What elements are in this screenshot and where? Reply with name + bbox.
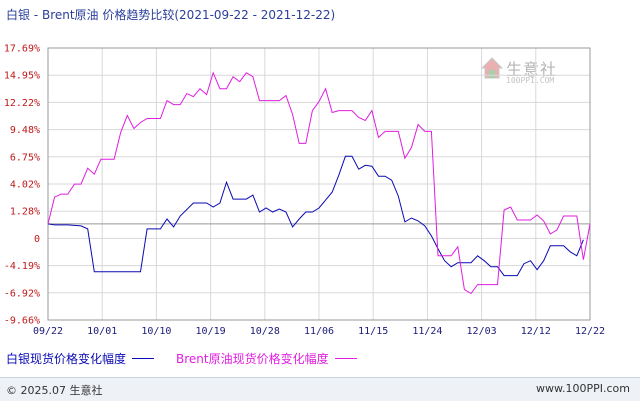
legend-label-silver: 白银现货价格变化幅度 — [6, 352, 127, 366]
grid-layer — [47, 47, 591, 321]
x-tick-label: 12/22 — [575, 326, 605, 337]
footer-site-link[interactable]: www.100PPI.com — [536, 382, 630, 395]
legend-swatch-brent — [334, 358, 357, 359]
house-logo-icon — [480, 57, 504, 79]
x-tick-label: 10/28 — [250, 326, 280, 337]
y-tick-label: -6.92% — [4, 288, 40, 299]
watermark-subtext: 100PPI.COM — [506, 76, 555, 85]
brent-series-line — [47, 71, 591, 295]
x-tick-label: 12/03 — [467, 326, 497, 337]
y-axis-ticks: 17.69% 14.95% 12.22% 9.48% 6.75% 4.02% 1.28% 0 -… — [4, 44, 40, 327]
y-tick-label: 6.75% — [10, 152, 40, 163]
plot-frame — [47, 47, 591, 321]
y-tick-label: -4.19% — [4, 261, 40, 272]
watermark-text: 生意社 — [506, 60, 558, 79]
legend-swatch-silver — [132, 358, 155, 359]
x-tick-label: 11/24 — [412, 326, 442, 337]
silver-series-line — [47, 155, 584, 277]
y-tick-label: 1.28% — [10, 207, 40, 218]
y-tick-label: 12.22% — [4, 98, 40, 109]
y-tick-label: 4.02% — [10, 180, 40, 191]
footer: © 2025.07 生意社 www.100PPI.com — [0, 377, 640, 401]
chart-title: 白银 - Brent原油 价格趋势比较(2021-09-22 - 2021-12… — [6, 8, 336, 22]
watermark: 生意社 100PPI.COM — [478, 54, 578, 88]
y-tick-label: 0 — [34, 234, 40, 245]
x-tick-label: 10/01 — [87, 326, 117, 337]
x-tick-label: 11/15 — [358, 326, 388, 337]
x-axis-ticks: 09/22 10/01 10/10 10/19 10/28 11/06 11/15 11/24… — [33, 326, 605, 337]
legend-item-silver: 白银现货价格变化幅度 — [6, 350, 155, 367]
y-tick-label: -9.66% — [4, 316, 40, 327]
x-tick-label: 10/10 — [141, 326, 171, 337]
legend-item-brent: Brent原油现货价格变化幅度 — [176, 350, 357, 367]
x-tick-label: 10/19 — [196, 326, 226, 337]
y-tick-label: 17.69% — [4, 44, 40, 55]
x-tick-label: 11/06 — [304, 326, 334, 337]
legend-label-brent: Brent原油现货价格变化幅度 — [176, 352, 329, 366]
x-tick-label: 09/22 — [33, 326, 63, 337]
y-tick-label: 9.48% — [10, 125, 40, 136]
footer-copyright: © 2025.07 生意社 — [6, 384, 103, 397]
legend: 白银现货价格变化幅度 Brent原油现货价格变化幅度 — [6, 350, 379, 367]
x-tick-label: 12/12 — [521, 326, 551, 337]
line-chart: 17.69% 14.95% 12.22% 9.48% 6.75% 4.02% 1.28% 0 -… — [4, 44, 605, 338]
series-layer — [47, 71, 591, 295]
y-tick-label: 14.95% — [4, 71, 40, 82]
